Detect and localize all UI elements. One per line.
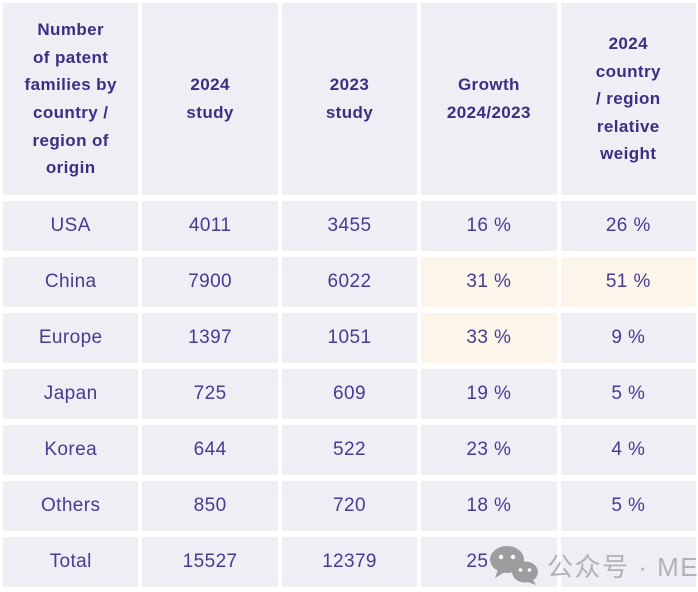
cell-europe-2023: 1051 bbox=[281, 313, 418, 363]
cell-korea-2024: 644 bbox=[142, 425, 278, 475]
cell-usa-2024: 4011 bbox=[142, 201, 278, 251]
row-label-usa: USA bbox=[3, 201, 139, 251]
col-header-2023-study: 2023 study bbox=[281, 3, 418, 195]
cell-japan-weight: 5 % bbox=[560, 369, 696, 419]
col-header-growth: Growth 2024/2023 bbox=[421, 3, 557, 195]
cell-usa-weight: 26 % bbox=[560, 201, 696, 251]
cell-total-weight bbox=[560, 537, 696, 587]
cell-japan-growth: 19 % bbox=[421, 369, 557, 419]
cell-total-growth: 25 % bbox=[421, 537, 557, 587]
cell-others-2023: 720 bbox=[281, 481, 418, 531]
cell-usa-growth: 16 % bbox=[421, 201, 557, 251]
cell-others-weight: 5 % bbox=[560, 481, 696, 531]
cell-korea-growth: 23 % bbox=[421, 425, 557, 475]
cell-others-growth: 18 % bbox=[421, 481, 557, 531]
col-header-2024-study: 2024 study bbox=[142, 3, 278, 195]
cell-japan-2024: 725 bbox=[142, 369, 278, 419]
col-header-origin: Number of patent families by country / r… bbox=[3, 3, 139, 195]
row-label-korea: Korea bbox=[3, 425, 139, 475]
cell-europe-growth-highlighted: 33 % bbox=[421, 313, 557, 363]
cell-usa-2023: 3455 bbox=[281, 201, 418, 251]
cell-korea-weight: 4 % bbox=[560, 425, 696, 475]
cell-others-2024: 850 bbox=[142, 481, 278, 531]
row-label-japan: Japan bbox=[3, 369, 139, 419]
cell-japan-2023: 609 bbox=[281, 369, 418, 419]
cell-china-2024: 7900 bbox=[142, 257, 278, 307]
row-label-total: Total bbox=[3, 537, 139, 587]
row-label-others: Others bbox=[3, 481, 139, 531]
col-header-relative-weight: 2024 country / region relative weight bbox=[560, 3, 696, 195]
cell-total-2023: 12379 bbox=[281, 537, 418, 587]
row-label-europe: Europe bbox=[3, 313, 139, 363]
cell-china-growth-highlighted: 31 % bbox=[421, 257, 557, 307]
cell-europe-weight: 9 % bbox=[560, 313, 696, 363]
cell-korea-2023: 522 bbox=[281, 425, 418, 475]
cell-china-2023: 6022 bbox=[281, 257, 418, 307]
cell-total-2024: 15527 bbox=[142, 537, 278, 587]
cell-europe-2024: 1397 bbox=[142, 313, 278, 363]
cell-china-weight-highlighted: 51 % bbox=[560, 257, 696, 307]
row-label-china: China bbox=[3, 257, 139, 307]
